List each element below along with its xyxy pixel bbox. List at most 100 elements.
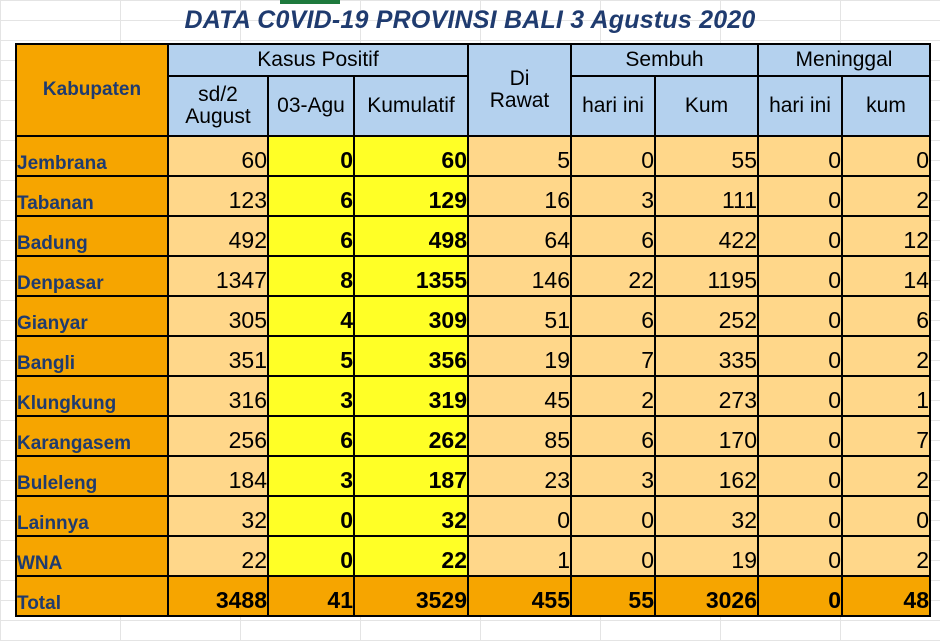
total-di-rawat: 455 [467,575,572,617]
cell-di-rawat: 64 [467,215,572,257]
cell-03-agu: 6 [267,215,355,257]
row-name: Badung [15,215,169,257]
table-row: Klungkung 316 3 319 45 2 273 0 1 [15,375,931,417]
cell-sd2: 32 [167,495,269,537]
cell-sembuh-kum: 273 [654,375,759,417]
cell-sd2: 1347 [167,255,269,297]
cell-meninggal-kum: 0 [841,495,931,537]
cell-03-agu: 3 [267,375,355,417]
cell-sembuh-hari-ini: 0 [570,135,656,177]
cell-sd2: 492 [167,215,269,257]
row-name: Klungkung [15,375,169,417]
cell-meninggal-hari-ini: 0 [757,335,843,377]
cell-di-rawat: 146 [467,255,572,297]
cell-kumulatif: 32 [353,495,469,537]
table-row: Jembrana 60 0 60 5 0 55 0 0 [15,135,931,177]
report-title: DATA C0VID-19 PROVINSI BALI 3 Agustus 20… [184,6,756,34]
total-sd2: 3488 [167,575,269,617]
row-name: WNA [15,535,169,577]
header-di-rawat: Di Rawat [467,43,572,137]
cell-sembuh-kum: 111 [654,175,759,217]
cell-meninggal-hari-ini: 0 [757,455,843,497]
cell-sembuh-kum: 170 [654,415,759,457]
cell-kumulatif: 498 [353,215,469,257]
cell-03-agu: 6 [267,415,355,457]
total-meninggal-hari-ini: 0 [757,575,843,617]
cell-meninggal-hari-ini: 0 [757,295,843,337]
cell-sd2: 351 [167,335,269,377]
header-kumulatif: Kumulatif [353,75,469,137]
cell-kumulatif: 187 [353,455,469,497]
cell-sembuh-kum: 55 [654,135,759,177]
cell-sembuh-kum: 32 [654,495,759,537]
cell-meninggal-kum: 6 [841,295,931,337]
cell-03-agu: 3 [267,455,355,497]
cell-03-agu: 8 [267,255,355,297]
row-name: Tabanan [15,175,169,217]
cell-kumulatif: 129 [353,175,469,217]
cell-meninggal-kum: 14 [841,255,931,297]
cell-meninggal-hari-ini: 0 [757,215,843,257]
cell-sembuh-hari-ini: 3 [570,455,656,497]
total-sembuh-hari-ini: 55 [570,575,656,617]
cell-03-agu: 5 [267,335,355,377]
header-03-agu: 03-Agu [267,75,355,137]
cell-sd2: 123 [167,175,269,217]
header-meninggal-kum: kum [841,75,931,137]
cell-meninggal-hari-ini: 0 [757,135,843,177]
header-sd2-line1: sd/2 [198,83,238,106]
cell-di-rawat: 1 [467,535,572,577]
row-name: Gianyar [15,295,169,337]
header-di-rawat-line2: Rawat [489,89,550,112]
cell-meninggal-kum: 12 [841,215,931,257]
cell-sembuh-kum: 335 [654,335,759,377]
cell-meninggal-kum: 2 [841,335,931,377]
cell-meninggal-kum: 1 [841,375,931,417]
cell-sembuh-kum: 422 [654,215,759,257]
cell-kumulatif: 262 [353,415,469,457]
table-row: WNA 22 0 22 1 0 19 0 2 [15,535,931,577]
cell-sd2: 256 [167,415,269,457]
cell-sembuh-hari-ini: 0 [570,535,656,577]
header-di-rawat-line1: Di [509,67,530,90]
header-sembuh: Sembuh [570,43,759,77]
cell-sembuh-hari-ini: 6 [570,415,656,457]
cell-meninggal-hari-ini: 0 [757,415,843,457]
cell-di-rawat: 45 [467,375,572,417]
cell-di-rawat: 19 [467,335,572,377]
table-row: Tabanan 123 6 129 16 3 111 0 2 [15,175,931,217]
cell-kumulatif: 1355 [353,255,469,297]
cell-meninggal-kum: 7 [841,415,931,457]
cell-sembuh-hari-ini: 6 [570,295,656,337]
row-name: Denpasar [15,255,169,297]
cell-sembuh-hari-ini: 6 [570,215,656,257]
table-row: Bangli 351 5 356 19 7 335 0 2 [15,335,931,377]
cell-meninggal-hari-ini: 0 [757,375,843,417]
cell-sembuh-hari-ini: 0 [570,495,656,537]
cell-meninggal-kum: 2 [841,535,931,577]
cell-sembuh-hari-ini: 7 [570,335,656,377]
cell-meninggal-hari-ini: 0 [757,535,843,577]
cell-sd2: 22 [167,535,269,577]
total-sembuh-kum: 3026 [654,575,759,617]
header-sembuh-kum: Kum [654,75,759,137]
cell-di-rawat: 0 [467,495,572,537]
cell-sembuh-hari-ini: 22 [570,255,656,297]
row-name: Jembrana [15,135,169,177]
cell-sembuh-kum: 19 [654,535,759,577]
covid-data-table: Kabupaten Kasus Positif Di Rawat Sembuh … [15,43,931,617]
cell-meninggal-hari-ini: 0 [757,495,843,537]
cell-sembuh-kum: 252 [654,295,759,337]
cell-kumulatif: 356 [353,335,469,377]
cell-kumulatif: 22 [353,535,469,577]
row-name: Karangasem [15,415,169,457]
total-label: Total [15,575,169,617]
cell-kumulatif: 319 [353,375,469,417]
cell-meninggal-kum: 0 [841,135,931,177]
cell-sembuh-kum: 1195 [654,255,759,297]
cell-03-agu: 6 [267,175,355,217]
cell-03-agu: 0 [267,135,355,177]
cell-di-rawat: 23 [467,455,572,497]
cell-meninggal-hari-ini: 0 [757,175,843,217]
total-03-agu: 41 [267,575,355,617]
